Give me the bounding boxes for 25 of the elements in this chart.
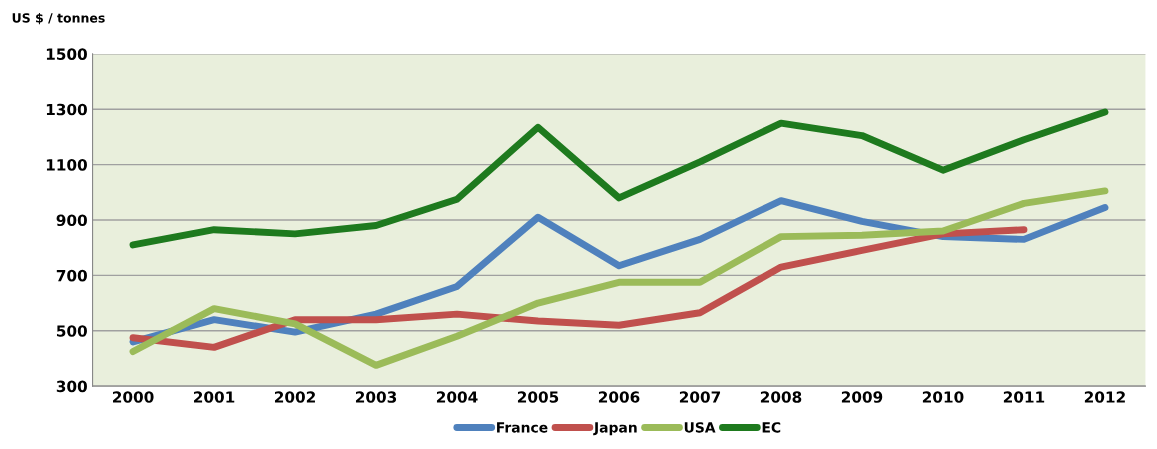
- y-tick-label: 700: [56, 269, 87, 282]
- y-tick-label: 1100: [46, 159, 87, 171]
- x-tick-label: 2010: [922, 391, 964, 403]
- x-tick-label: 2004: [436, 391, 478, 403]
- x-tick-label: 2005: [517, 391, 559, 403]
- y-tick-label: 1300: [46, 103, 87, 116]
- x-tick-label: 2002: [274, 391, 315, 403]
- x-tick-label: 2003: [355, 391, 397, 403]
- y-tick-label: 500: [56, 325, 87, 337]
- y-tick-label: 300: [56, 380, 87, 393]
- y-axis-title: US $ / tonnes: [12, 12, 105, 25]
- legend-label: Japan: [593, 422, 637, 436]
- y-tick-label: 900: [56, 214, 87, 227]
- x-tick-label: 2009: [841, 391, 883, 403]
- legend-label: EC: [762, 422, 781, 433]
- x-tick-label: 2012: [1084, 391, 1125, 403]
- x-tick-label: 2001: [193, 391, 235, 403]
- x-tick-label: 2008: [760, 391, 802, 403]
- x-tick-label: 2006: [598, 391, 640, 403]
- x-tick-label: 2011: [1003, 391, 1045, 403]
- y-tick-label: 1500: [46, 48, 87, 60]
- legend-label: France: [497, 422, 548, 433]
- x-tick-label: 2007: [679, 391, 721, 403]
- x-tick-label: 2000: [113, 391, 154, 403]
- legend-label: USA: [684, 422, 716, 433]
